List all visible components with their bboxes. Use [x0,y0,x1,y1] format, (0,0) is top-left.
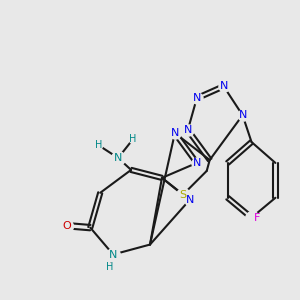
Text: H: H [106,262,114,272]
Text: N: N [220,81,228,91]
Text: N: N [184,125,192,135]
Text: N: N [171,128,179,138]
Text: S: S [179,190,186,200]
Text: N: N [193,158,201,168]
Text: H: H [94,140,102,150]
Text: N: N [114,153,122,163]
Text: N: N [109,250,117,260]
Text: O: O [62,220,71,231]
Text: N: N [238,110,247,120]
Text: N: N [186,195,194,205]
Text: N: N [193,93,201,103]
Text: F: F [254,213,260,223]
Text: H: H [129,134,137,144]
